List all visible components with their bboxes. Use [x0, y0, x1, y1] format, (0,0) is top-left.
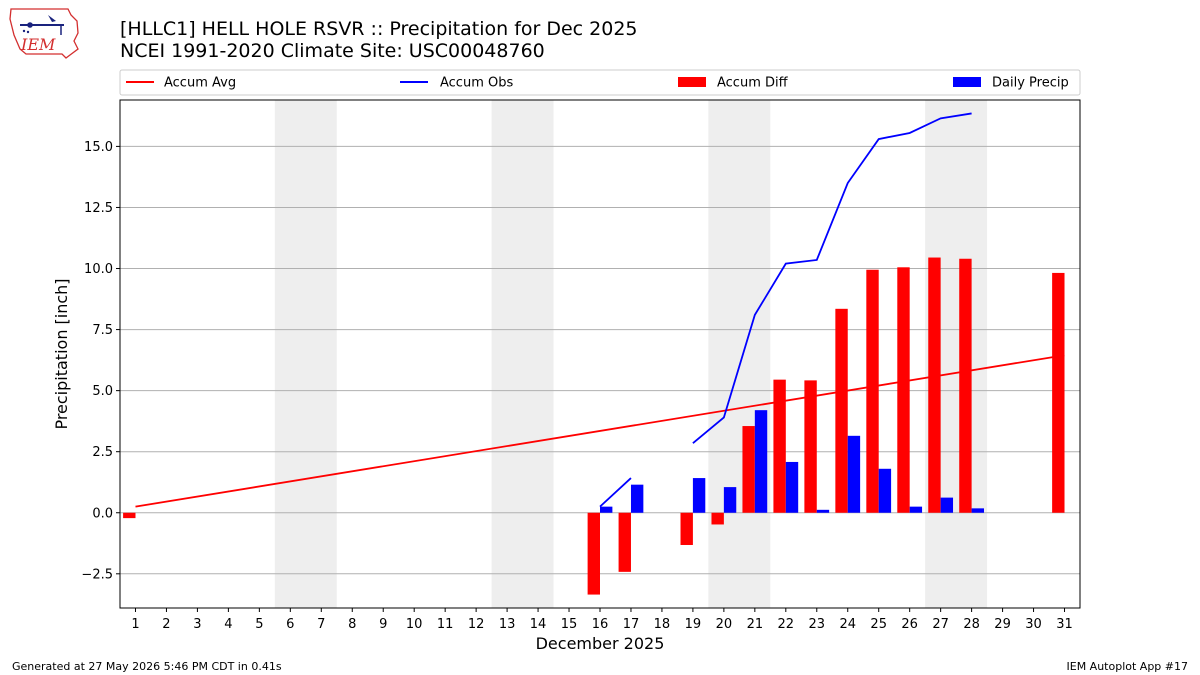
chart-title: [HLLC1] HELL HOLE RSVR :: Precipitation … — [120, 18, 638, 40]
accum-diff-bar — [742, 426, 755, 513]
daily-precip-bar — [630, 484, 644, 513]
x-tick-label: 20 — [716, 617, 733, 632]
x-axis-ticks: 1 2 3 4 5 6 7 8 9 10 11 12 13 14 15 16 17 18 19 20 21 22 23 24 2… — [131, 608, 1073, 632]
accum-diff-bar — [680, 512, 693, 545]
x-tick-label: 2 — [162, 617, 170, 632]
legend-label: Daily Precip — [992, 76, 1069, 91]
x-tick-label: 4 — [224, 617, 232, 632]
x-tick-label: 24 — [839, 617, 856, 632]
svg-text:IEM: IEM — [20, 35, 56, 54]
daily-precip-bar — [692, 478, 706, 513]
daily-precip-bar — [723, 487, 737, 513]
y-tick-label: 7.5 — [92, 323, 113, 338]
weekend-shade — [274, 100, 337, 608]
accum-diff-bar — [866, 269, 879, 513]
footer-app: IEM Autoplot App #17 — [1066, 660, 1189, 673]
x-tick-label: 17 — [623, 617, 640, 632]
x-tick-label: 14 — [530, 617, 547, 632]
x-tick-label: 29 — [994, 617, 1011, 632]
accum-diff-bar — [618, 512, 631, 572]
x-tick-label: 28 — [963, 617, 980, 632]
accum-obs-line — [692, 112, 972, 444]
y-axis-label: Precipitation [inch] — [52, 278, 71, 429]
legend-label: Accum Diff — [717, 76, 789, 91]
chart-subtitle: NCEI 1991-2020 Climate Site: USC00048760 — [120, 40, 545, 62]
accum-diff-bar — [1052, 272, 1065, 513]
y-tick-label: 15.0 — [84, 140, 113, 155]
y-axis-ticks: −2.5 0.0 2.5 5.0 7.5 10.0 12.5 15.0 — [81, 140, 120, 582]
weekend-shading-group — [274, 100, 988, 608]
lines-group — [135, 112, 1065, 508]
daily-precip-bar — [878, 468, 892, 513]
accum-diff-bar — [835, 308, 848, 513]
legend: Accum Avg Accum Obs Accum Diff Daily Precip — [119, 69, 1081, 96]
accum-diff-bar — [773, 379, 786, 513]
iem-logo: IEM — [9, 8, 79, 59]
x-tick-label: 16 — [592, 617, 609, 632]
y-tick-label: 5.0 — [92, 384, 113, 399]
x-tick-label: 10 — [406, 617, 423, 632]
x-tick-label: 21 — [747, 617, 764, 632]
accum-diff-bar — [711, 512, 724, 525]
daily-precip-bar — [754, 410, 768, 513]
x-tick-label: 27 — [932, 617, 949, 632]
x-tick-label: 1 — [131, 617, 139, 632]
legend-frame — [119, 69, 1081, 96]
accum-diff-bar — [897, 267, 910, 513]
x-tick-label: 30 — [1025, 617, 1042, 632]
x-tick-label: 31 — [1056, 617, 1073, 632]
x-tick-label: 9 — [379, 617, 387, 632]
legend-swatch-bar — [678, 77, 706, 87]
y-tick-label: 12.5 — [84, 201, 113, 216]
daily-precip-bar — [600, 506, 613, 513]
x-tick-label: 26 — [901, 617, 918, 632]
x-tick-label: 13 — [499, 617, 516, 632]
daily-precip-bar — [909, 506, 923, 513]
accum-obs-line — [599, 477, 632, 508]
x-tick-label: 6 — [286, 617, 294, 632]
accum-diff-bar — [928, 257, 941, 513]
bars-group — [123, 257, 1065, 595]
x-tick-label: 11 — [437, 617, 454, 632]
daily-precip-bar — [971, 508, 984, 513]
x-tick-label: 5 — [255, 617, 263, 632]
x-tick-label: 8 — [348, 617, 356, 632]
daily-precip-bar — [940, 497, 954, 513]
y-tick-label: 2.5 — [92, 445, 113, 460]
legend-swatch-bar — [953, 77, 981, 87]
x-tick-label: 19 — [685, 617, 702, 632]
legend-label: Accum Avg — [164, 76, 236, 91]
x-tick-label: 18 — [654, 617, 671, 632]
x-tick-label: 12 — [468, 617, 485, 632]
daily-precip-bar — [785, 461, 799, 513]
weekend-shade — [708, 100, 771, 608]
x-tick-label: 23 — [809, 617, 826, 632]
weekend-shade — [491, 100, 554, 608]
y-tick-label: 0.0 — [92, 506, 113, 521]
accum-diff-bar — [959, 258, 972, 513]
accum-diff-bar — [123, 512, 136, 519]
accum-diff-bar — [587, 512, 600, 595]
x-tick-label: 22 — [778, 617, 795, 632]
x-tick-label: 25 — [870, 617, 887, 632]
y-tick-label: −2.5 — [81, 567, 113, 582]
x-tick-label: 3 — [193, 617, 201, 632]
daily-precip-bar — [816, 509, 830, 513]
x-tick-label: 7 — [317, 617, 325, 632]
legend-label: Accum Obs — [440, 76, 513, 91]
x-axis-label: December 2025 — [536, 634, 665, 653]
footer-generated: Generated at 27 May 2026 5:46 PM CDT in … — [12, 660, 282, 673]
x-tick-label: 15 — [561, 617, 578, 632]
daily-precip-bar — [847, 435, 861, 513]
accum-diff-bar — [804, 380, 817, 513]
y-tick-label: 10.0 — [84, 262, 113, 277]
accum-avg-line — [135, 354, 1065, 508]
